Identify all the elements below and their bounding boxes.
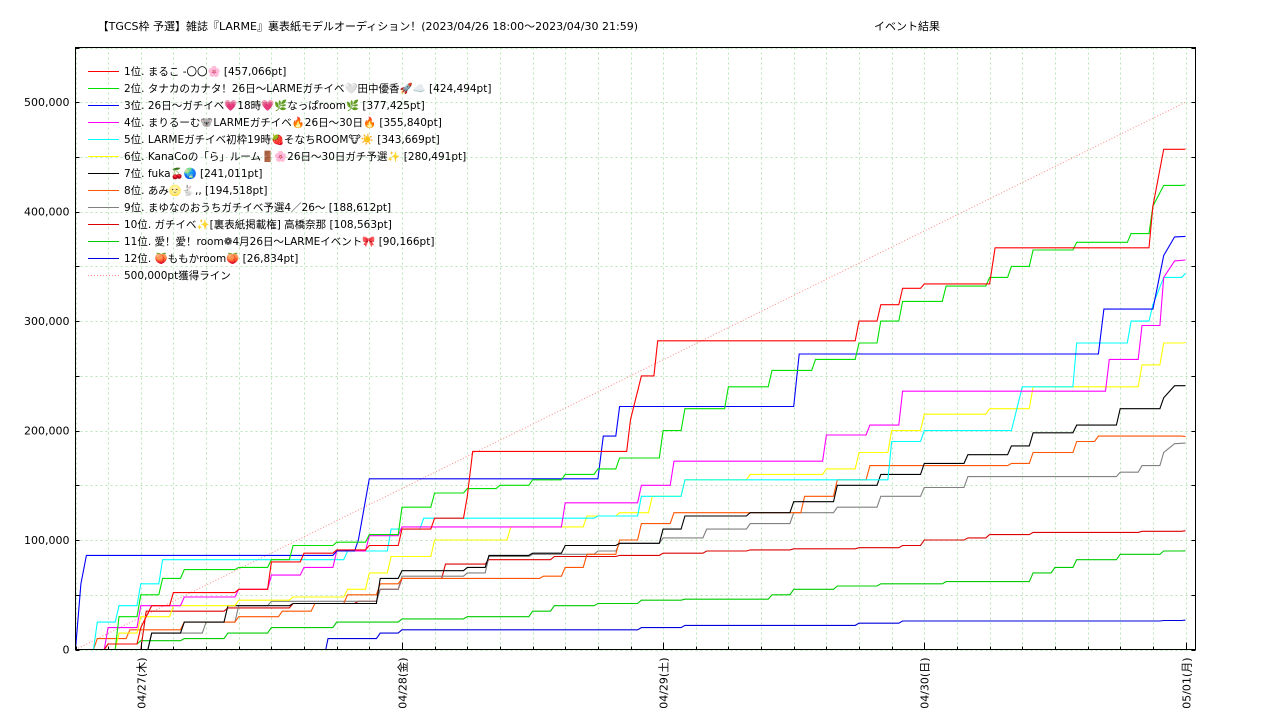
plot-frame (75, 47, 1196, 650)
legend-label: 6位. KanaCoの「ら」ルーム🚪🌸26日〜30日ガチ予選✨ [280,491… (124, 150, 466, 163)
x-tick-label: 04/30(日) (919, 658, 932, 709)
series-line-11 (75, 550, 1186, 651)
series-line-7 (75, 385, 1186, 651)
y-tick-label: 200,000 (24, 425, 70, 438)
y-tick-label: 100,000 (24, 534, 70, 547)
series-line-4 (75, 259, 1186, 651)
series-line-1 (75, 148, 1186, 651)
chart-subtitle: イベント結果 (874, 19, 940, 33)
legend-label: 7位. fuka🍒🌏 [241,011pt] (124, 167, 262, 180)
legend-label: 11位. 愛！愛！room❁4月26日〜LARMEイベント🎀 [90,166pt… (124, 235, 434, 248)
legend-label: 12位. 🍑ももかroom🍑 [26,834pt] (124, 252, 298, 265)
y-tick-label: 400,000 (24, 206, 70, 219)
series-line-10 (75, 530, 1186, 651)
legend: 1位. まるこ -〇〇🌸 [457,066pt] 2位. タナカのカナタ！26日〜… (88, 65, 491, 282)
series-line-8 (75, 435, 1186, 651)
axes: 0 100,000 200,000 300,000 400,000 500,000 04/2… (24, 48, 1196, 709)
legend-label: 3位. 26日〜ガチイベ💗18時💗🌿なっぱroom🌿 [377,425pt] (124, 99, 425, 112)
series-line-13 (75, 101, 1186, 650)
legend-label: 9位. まゆなのおうちガチイベ予選4／26〜 [188,612pt] (124, 201, 391, 214)
y-tick-label: 0 (63, 644, 70, 657)
series-line-12 (75, 619, 1186, 651)
x-tick-label: 04/29(土) (658, 658, 671, 709)
series-line-5 (75, 272, 1186, 651)
legend-label: 8位. あみ🌝🐇,, [194,518pt] (124, 184, 267, 197)
series-line-6 (75, 341, 1186, 651)
series-line-9 (75, 442, 1186, 651)
x-tick-label: 05/01(月) (1181, 658, 1194, 709)
y-tick-label: 500,000 (24, 96, 70, 109)
x-tick-label: 04/28(金) (396, 658, 410, 709)
x-tick-label: 04/27(木) (136, 658, 149, 709)
legend-label: 4位. まりるーむ🐨LARMEガチイベ🔥26日〜30日🔥 [355,840pt] (124, 116, 442, 129)
series-line-2 (75, 184, 1186, 651)
legend-label: 10位. ガチイベ✨[裏表紙掲載権] 高橋奈那 [108,563pt] (124, 218, 392, 231)
legend-label: 2位. タナカのカナタ！26日〜LARMEガチイベ🤍田中優香🚀☁️ [424,4… (124, 82, 491, 95)
legend-label: 5位. LARMEガチイベ初枠19時🍓そなちROOM🐮☀️ [343,669pt… (124, 133, 440, 146)
legend-label: 500,000pt獲得ライン (124, 269, 231, 282)
series-line-3 (74, 235, 1186, 650)
series-lines (74, 101, 1186, 651)
y-tick-label: 300,000 (24, 315, 70, 328)
legend-label: 1位. まるこ -〇〇🌸 [457,066pt] (124, 65, 286, 78)
chart-title: 【TGCS枠 予選】雑誌『LARME』裏表紙モデルオーディション！(2023/0… (98, 19, 638, 33)
